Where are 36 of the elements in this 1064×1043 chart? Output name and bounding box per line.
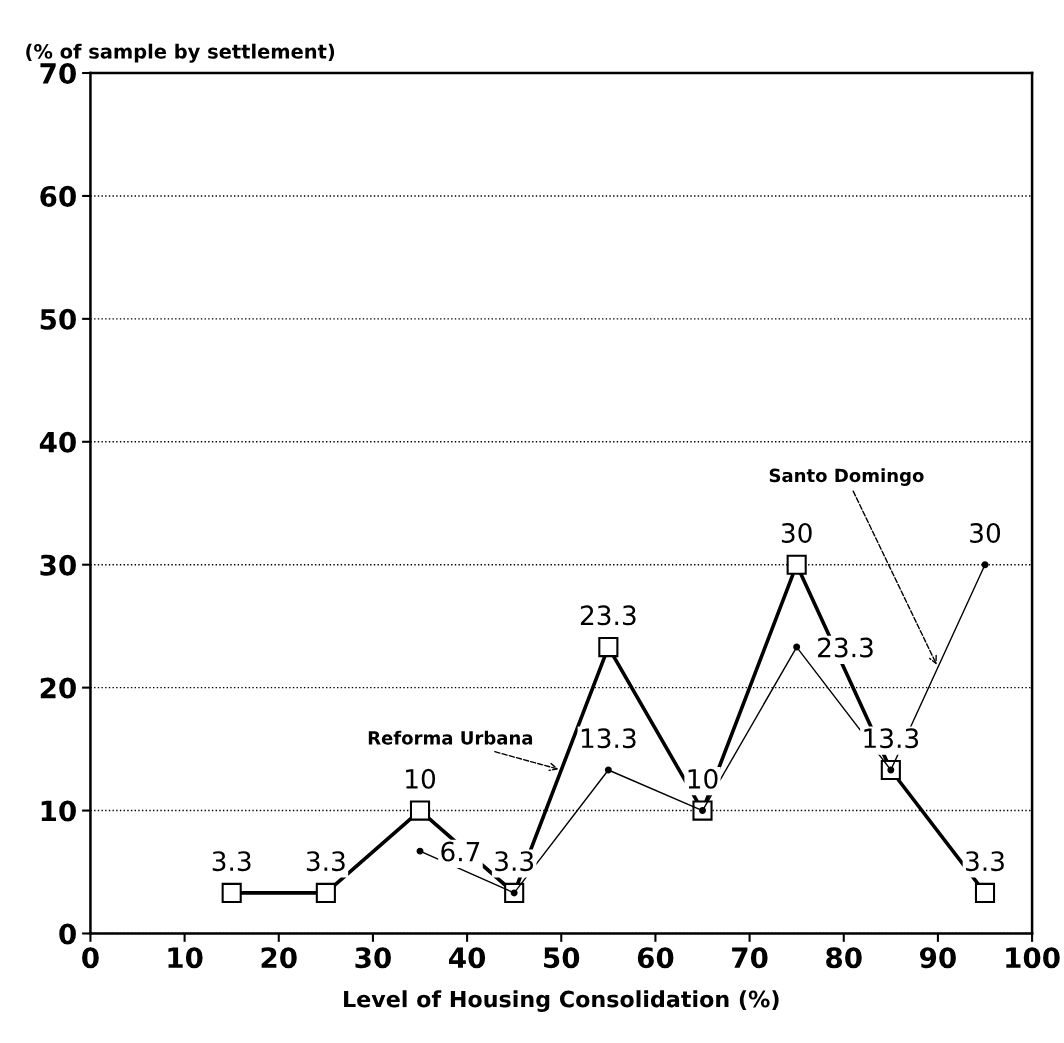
data-label: 23.3 [818,637,873,658]
x-tick-label: 10 [168,947,203,969]
x-tick-label: 0 [82,947,99,969]
y-tick-label: 30 [40,554,76,576]
y-tick-label: 40 [39,431,76,453]
data-label: 3.3 [495,851,534,872]
x-tick-label: 20 [261,947,297,969]
data-label: 3.3 [966,851,1004,872]
data-label: 6.7 [441,841,480,862]
text: Santo Domingo [769,468,924,486]
data-label: 30 [781,522,812,543]
data-label: 3.3 [212,851,251,872]
y-tick-label: 50 [40,308,76,330]
x-tick-label: 30 [355,947,391,969]
data-label: 13.3 [864,728,919,749]
x-tick-label: 50 [544,947,580,969]
x-tick-label: 90 [920,947,956,969]
data-label: 10 [688,768,718,789]
data-label: 10 [406,768,436,789]
y-tick-label: 70 [40,62,76,84]
y-tick-label: 10 [41,800,76,822]
data-label: 3.3 [306,851,345,872]
data-label: 23.3 [580,605,636,626]
x-tick-label: 70 [732,947,768,969]
x-tick-label: 100 [1006,947,1060,969]
x-tick-label: 40 [449,947,486,969]
y-axis-title: (% of sample by settlement) [26,43,335,63]
x-tick-label: 60 [637,947,674,969]
y-tick-label: 0 [59,923,76,945]
data-label: 13.3 [581,728,636,749]
x-tick-label: 80 [826,947,862,969]
y-tick-label: 60 [40,185,76,207]
data-label: 30 [970,522,1001,543]
y-tick-label: 20 [40,677,76,699]
text: Reforma Urbana [368,730,533,745]
x-axis-title: Level of Housing Consolidation (%) [344,990,779,1012]
